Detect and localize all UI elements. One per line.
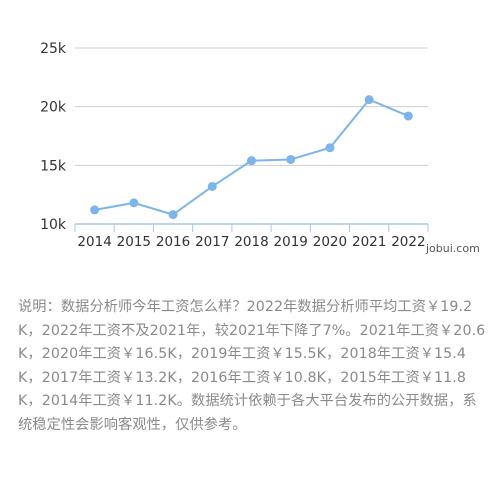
grid-lines: [75, 47, 428, 166]
x-tick-label: 2018: [234, 234, 268, 250]
y-axis-tick-labels: 10k 15k 20k 25k: [40, 41, 67, 233]
data-point[interactable]: [207, 181, 217, 191]
y-tick-label: 25k: [40, 41, 67, 57]
salary-line-chart: 10k 15k 20k 25k 2014 2015 2016 2017 2018 2019 202…: [40, 41, 429, 250]
data-point[interactable]: [129, 198, 139, 208]
y-tick-label: 10k: [40, 217, 67, 233]
y-tick-label: 20k: [40, 100, 67, 116]
data-point[interactable]: [325, 143, 335, 153]
x-tick-label: 2020: [313, 234, 347, 250]
data-point[interactable]: [286, 154, 296, 164]
data-point[interactable]: [90, 205, 100, 215]
x-tick-label: 2019: [274, 234, 308, 250]
x-tick-label: 2021: [352, 234, 386, 250]
x-tick-label: 2014: [77, 234, 111, 250]
x-tick-label: 2015: [117, 234, 151, 250]
x-tick-label: 2022: [391, 234, 425, 250]
series-salary: [90, 95, 413, 220]
data-point[interactable]: [168, 210, 178, 220]
data-point[interactable]: [364, 95, 374, 105]
data-point[interactable]: [403, 111, 413, 121]
x-tick-label: 2016: [156, 234, 190, 250]
x-tick-label: 2017: [195, 234, 229, 250]
y-tick-label: 15k: [40, 158, 67, 174]
data-point[interactable]: [247, 156, 256, 166]
x-axis: 2014 2015 2016 2017 2018 2019 2020 2021 2022: [74, 223, 429, 250]
watermark: jobui.com: [426, 242, 480, 255]
description-text: 说明：数据分析师今年工资怎么样？2022年数据分析师平均工资￥19.2K，202…: [18, 299, 486, 433]
